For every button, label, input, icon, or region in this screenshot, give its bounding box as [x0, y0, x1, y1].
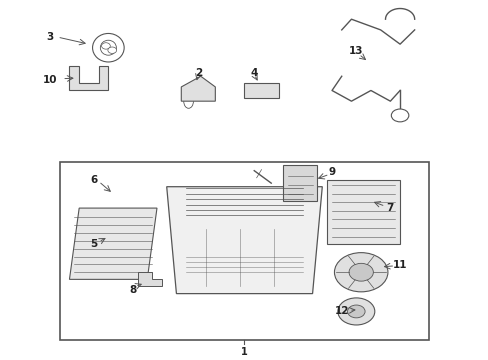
Text: 8: 8: [129, 285, 136, 295]
Ellipse shape: [92, 33, 124, 62]
Polygon shape: [244, 84, 278, 98]
Text: 6: 6: [90, 175, 97, 185]
Text: 4: 4: [250, 68, 257, 78]
Circle shape: [348, 263, 372, 281]
Text: 9: 9: [328, 167, 335, 177]
Ellipse shape: [100, 40, 116, 55]
Bar: [283, 165, 317, 201]
Circle shape: [337, 298, 374, 325]
Text: 12: 12: [334, 306, 348, 316]
Text: 5: 5: [90, 239, 97, 249]
Circle shape: [347, 305, 365, 318]
Circle shape: [108, 47, 116, 53]
Polygon shape: [326, 180, 399, 244]
Text: 2: 2: [194, 68, 202, 78]
Text: 13: 13: [348, 46, 363, 56]
Polygon shape: [181, 76, 215, 101]
Text: 7: 7: [386, 203, 393, 213]
Text: 10: 10: [42, 75, 57, 85]
Text: 11: 11: [392, 260, 407, 270]
Circle shape: [334, 253, 387, 292]
Text: 1: 1: [241, 347, 247, 357]
Circle shape: [102, 43, 110, 49]
Bar: [60, 162, 428, 340]
Polygon shape: [69, 66, 108, 90]
Polygon shape: [69, 208, 157, 279]
Polygon shape: [137, 272, 162, 287]
Circle shape: [390, 109, 408, 122]
Polygon shape: [166, 187, 322, 294]
Text: 3: 3: [46, 32, 54, 42]
